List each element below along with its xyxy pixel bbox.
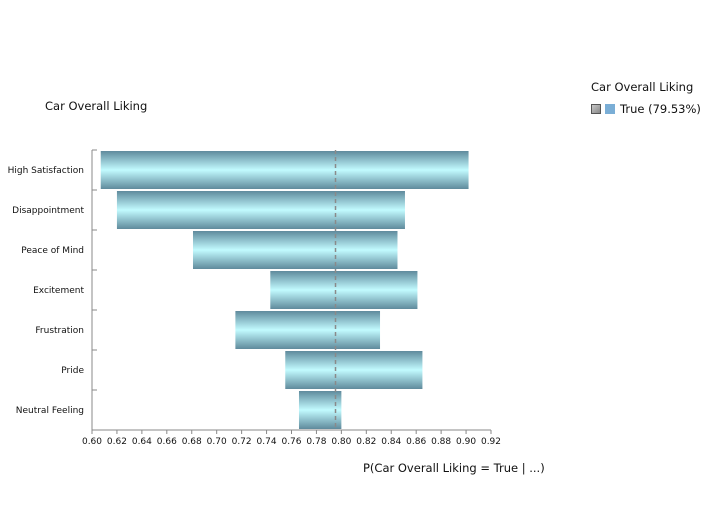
- bars-layer: [100, 150, 469, 430]
- x-axis-label: P(Car Overall Liking = True | ...): [363, 461, 545, 475]
- x-tick-label: 0.86: [406, 437, 426, 447]
- chart-title: Car Overall Liking: [45, 99, 148, 113]
- category-label: High Satisfaction: [8, 166, 84, 176]
- bar-neutral-feeling: [298, 391, 342, 429]
- legend-entry[interactable]: True (79.53%): [591, 102, 701, 116]
- legend-entry-label: True (79.53%): [620, 102, 701, 116]
- legend: Car Overall Liking True (79.53%): [591, 80, 701, 116]
- x-tick-label: 0.72: [232, 437, 252, 447]
- bar-pride: [285, 351, 423, 389]
- bar-frustration: [235, 311, 381, 349]
- category-label: Disappointment: [12, 206, 84, 216]
- x-tick-label: 0.62: [107, 437, 127, 447]
- category-label: Excitement: [33, 286, 84, 296]
- x-tick-label: 0.92: [481, 437, 501, 447]
- x-tick-label: 0.64: [132, 437, 152, 447]
- bar-peace-of-mind: [192, 231, 398, 269]
- legend-title: Car Overall Liking: [591, 80, 694, 94]
- x-tick-label: 0.88: [431, 437, 451, 447]
- x-tick-label: 0.84: [381, 437, 401, 447]
- x-tick-label: 0.80: [331, 437, 351, 447]
- x-tick-label: 0.68: [182, 437, 202, 447]
- x-tick-label: 0.78: [306, 437, 326, 447]
- x-tick-label: 0.90: [456, 437, 476, 447]
- x-tick-label: 0.60: [82, 437, 102, 447]
- legend-swatch: [605, 104, 615, 114]
- x-tick-label: 0.76: [281, 437, 301, 447]
- bar-high-satisfaction: [100, 151, 469, 189]
- category-label: Peace of Mind: [21, 246, 84, 256]
- x-tick-label: 0.70: [207, 437, 227, 447]
- x-tick-label: 0.74: [257, 437, 277, 447]
- bar-excitement: [270, 271, 418, 309]
- category-label: Pride: [61, 366, 84, 376]
- category-label: Frustration: [35, 326, 84, 336]
- category-label: Neutral Feeling: [16, 406, 84, 416]
- x-tick-label: 0.82: [356, 437, 376, 447]
- x-tick-label: 0.66: [157, 437, 177, 447]
- bar-disappointment: [116, 191, 405, 229]
- legend-toggle-icon[interactable]: [591, 104, 601, 114]
- axis-layer: High Satisfaction Disappointment Peace of …: [8, 149, 501, 447]
